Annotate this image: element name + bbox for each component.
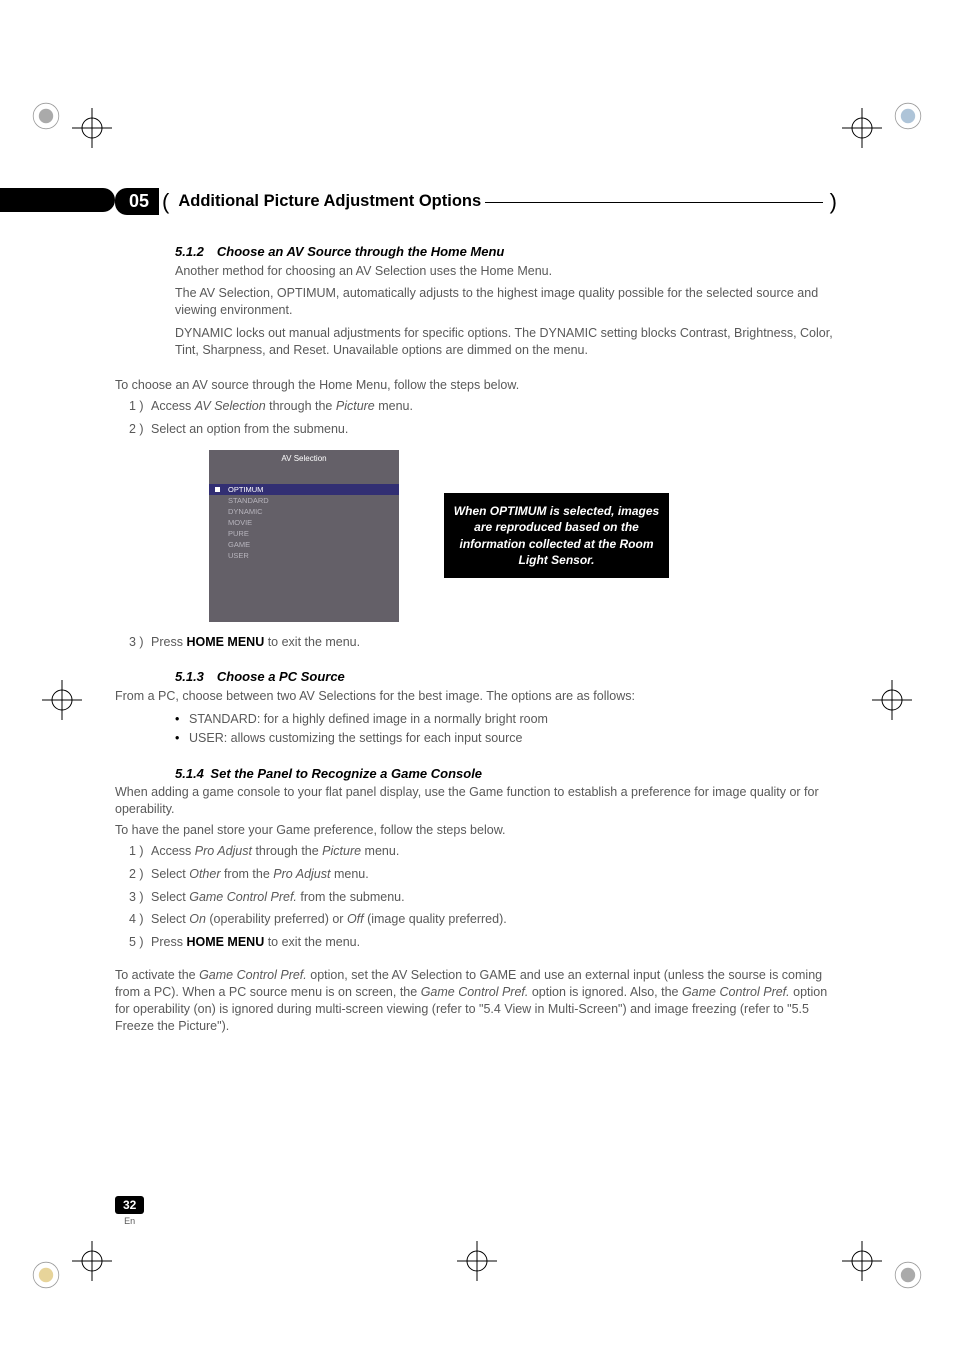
- av-selection-menu: AV Selection OPTIMUMSTANDARDDYNAMICMOVIE…: [209, 450, 399, 622]
- menu-item: USER: [209, 550, 399, 561]
- step-text: Select: [151, 867, 189, 881]
- callout-box: When OPTIMUM is selected, images are rep…: [444, 493, 669, 578]
- para-text: To activate the: [115, 968, 199, 982]
- menu-item-label: STANDARD: [228, 496, 399, 506]
- para-text: Game Control Pref.: [199, 968, 307, 982]
- menu-item: STANDARD: [209, 495, 399, 506]
- step-text: from the submenu.: [297, 890, 405, 904]
- print-mark-icon: [892, 100, 924, 132]
- body-text: To activate the Game Control Pref. optio…: [115, 967, 840, 1035]
- menu-item: GAME: [209, 539, 399, 550]
- menu-item-label: PURE: [228, 529, 399, 539]
- step-text: Off: [347, 912, 364, 926]
- section-heading: 5.1.3 Choose a PC Source: [175, 668, 840, 686]
- chapter-number: 05: [115, 188, 159, 215]
- list-item: 2 )Select an option from the submenu.: [129, 421, 840, 438]
- print-mark-icon: [42, 680, 82, 720]
- menu-title: AV Selection: [209, 450, 399, 465]
- step-text: Access: [151, 844, 195, 858]
- step-text: (operability preferred) or: [206, 912, 347, 926]
- menu-item: PURE: [209, 528, 399, 539]
- print-mark-icon: [72, 1241, 112, 1281]
- page-language: En: [115, 1216, 144, 1226]
- body-text: The AV Selection, OPTIMUM, automatically…: [175, 285, 840, 319]
- print-mark-icon: [457, 1241, 497, 1281]
- step-text: Press: [151, 635, 186, 649]
- step-text: Select an option from the submenu.: [151, 422, 348, 436]
- step-text: Game Control Pref.: [189, 890, 297, 904]
- print-mark-icon: [72, 108, 112, 148]
- page-number: 32: [115, 1196, 144, 1214]
- step-text: to exit the menu.: [264, 935, 360, 949]
- list-item: 3 )Press HOME MENU to exit the menu.: [129, 634, 840, 651]
- para-text: Game Control Pref.: [682, 985, 790, 999]
- chapter-header: 05 ( Additional Picture Adjustment Optio…: [115, 188, 840, 215]
- step-text: Pro Adjust: [195, 844, 256, 858]
- menu-item-label: USER: [228, 551, 399, 561]
- menu-item: OPTIMUM: [209, 484, 399, 495]
- step-text: from the: [220, 867, 273, 881]
- step-text: Picture: [336, 399, 375, 413]
- step-text: (image quality preferred).: [364, 912, 507, 926]
- body-text: From a PC, choose between two AV Selecti…: [115, 688, 840, 705]
- list-item: 5 )Press HOME MENU to exit the menu.: [129, 934, 840, 951]
- step-text: On: [189, 912, 206, 926]
- step-text: HOME MENU: [186, 635, 264, 649]
- step-text: Select: [151, 912, 189, 926]
- list-item: 1 )Access Pro Adjust through the Picture…: [129, 843, 840, 860]
- step-text: menu.: [375, 399, 413, 413]
- chapter-title: Additional Picture Adjustment Options: [178, 192, 481, 211]
- print-mark-icon: [842, 1241, 882, 1281]
- header-rule: [485, 202, 823, 203]
- body-text: DYNAMIC locks out manual adjustments for…: [175, 325, 840, 359]
- step-text: menu.: [330, 867, 368, 881]
- print-mark-icon: [842, 108, 882, 148]
- step-text: through the: [266, 399, 336, 413]
- bullet-text: USER: allows customizing the settings fo…: [189, 731, 523, 745]
- step-text: Press: [151, 935, 186, 949]
- bullet-text: STANDARD: for a highly defined image in …: [189, 712, 548, 726]
- body-text: To choose an AV source through the Home …: [115, 377, 840, 394]
- paren-close-icon: ): [830, 189, 837, 215]
- para-text: option is ignored. Also, the: [528, 985, 682, 999]
- body-text: When adding a game console to your flat …: [115, 784, 840, 818]
- step-text: Select: [151, 890, 189, 904]
- list-item: 2 )Select Other from the Pro Adjust menu…: [129, 866, 840, 883]
- body-text: Another method for choosing an AV Select…: [175, 263, 840, 280]
- step-text: Pro Adjust: [273, 867, 330, 881]
- menu-item-label: MOVIE: [228, 518, 399, 528]
- step-text: Other: [189, 867, 220, 881]
- step-text: menu.: [361, 844, 399, 858]
- list-item: •USER: allows customizing the settings f…: [175, 730, 840, 747]
- list-item: 3 )Select Game Control Pref. from the su…: [129, 889, 840, 906]
- step-text: Access: [151, 399, 195, 413]
- menu-item: DYNAMIC: [209, 506, 399, 517]
- paren-open-icon: (: [162, 189, 169, 215]
- step-text: through the: [255, 844, 322, 858]
- menu-item: MOVIE: [209, 517, 399, 528]
- selection-marker-icon: [215, 487, 220, 492]
- step-text: Picture: [322, 844, 361, 858]
- list-item: 4 )Select On (operability preferred) or …: [129, 911, 840, 928]
- step-text: AV Selection: [195, 399, 266, 413]
- menu-item-label: OPTIMUM: [228, 485, 399, 495]
- section-heading: 5.1.4 Set the Panel to Recognize a Game …: [175, 765, 840, 783]
- section-heading: 5.1.2 Choose an AV Source through the Ho…: [175, 243, 840, 261]
- menu-item-label: GAME: [228, 540, 399, 550]
- list-item: 1 )Access AV Selection through the Pictu…: [129, 398, 840, 415]
- chapter-bar: [0, 188, 115, 212]
- menu-item-label: DYNAMIC: [228, 507, 399, 517]
- page-content: 05 ( Additional Picture Adjustment Optio…: [115, 188, 840, 1035]
- print-mark-icon: [872, 680, 912, 720]
- print-mark-icon: [30, 1259, 62, 1291]
- body-text: To have the panel store your Game prefer…: [115, 822, 840, 839]
- step-text: HOME MENU: [186, 935, 264, 949]
- print-mark-icon: [892, 1259, 924, 1291]
- page-number-badge: 32 En: [115, 1196, 144, 1226]
- step-text: to exit the menu.: [264, 635, 360, 649]
- para-text: Game Control Pref.: [421, 985, 529, 999]
- print-mark-icon: [30, 100, 62, 132]
- list-item: •STANDARD: for a highly defined image in…: [175, 711, 840, 728]
